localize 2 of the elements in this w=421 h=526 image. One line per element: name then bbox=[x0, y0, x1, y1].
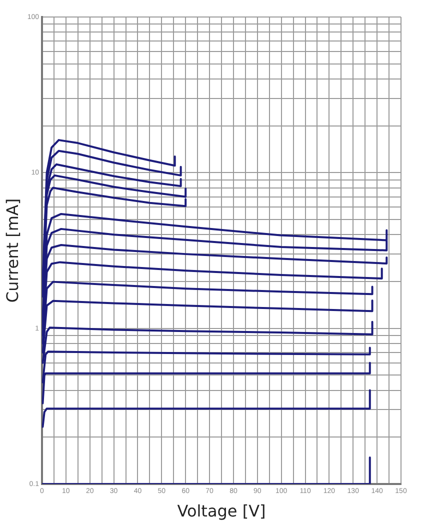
x-axis-title: Voltage [V] bbox=[177, 502, 266, 521]
y-axis-title: Current [mA] bbox=[2, 198, 22, 303]
